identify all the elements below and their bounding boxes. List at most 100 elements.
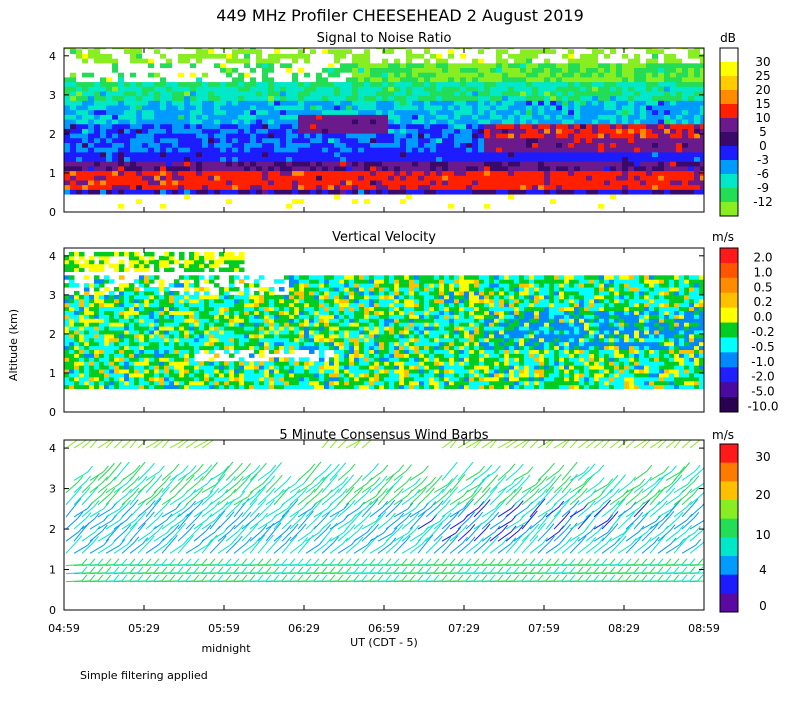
velocity-cell bbox=[139, 275, 145, 279]
snr-cell bbox=[514, 96, 521, 101]
velocity-cell bbox=[104, 330, 110, 334]
snr-cell bbox=[280, 189, 287, 194]
snr-cell bbox=[238, 119, 245, 124]
snr-cell bbox=[358, 49, 365, 54]
snr-cell bbox=[460, 119, 467, 124]
snr-cell bbox=[580, 72, 587, 77]
snr-cell bbox=[256, 142, 263, 147]
snr-cell bbox=[688, 105, 695, 110]
snr-cell bbox=[244, 110, 251, 115]
snr-cell bbox=[202, 161, 209, 166]
snr-cell bbox=[226, 58, 233, 63]
snr-cell bbox=[196, 171, 203, 176]
snr-cell bbox=[100, 185, 107, 190]
velocity-cell bbox=[114, 334, 120, 338]
snr-cell bbox=[298, 86, 305, 91]
snr-cell bbox=[574, 105, 581, 110]
velocity-cell bbox=[109, 279, 115, 283]
snr-cell bbox=[154, 105, 161, 110]
snr-cell bbox=[340, 175, 347, 180]
snr-cell bbox=[496, 58, 503, 63]
snr-cell bbox=[346, 53, 353, 58]
snr-cell bbox=[376, 194, 383, 199]
snr-cell bbox=[682, 147, 689, 152]
snr-cell bbox=[352, 138, 359, 143]
snr-cell bbox=[502, 189, 509, 194]
velocity-cell bbox=[244, 291, 250, 295]
snr-cell bbox=[478, 142, 485, 147]
snr-cell bbox=[640, 68, 647, 73]
velocity-cell bbox=[184, 279, 190, 283]
velocity-cell bbox=[74, 338, 80, 342]
velocity-cell bbox=[229, 283, 235, 287]
snr-cell bbox=[64, 77, 71, 82]
velocity-cell bbox=[199, 342, 205, 346]
snr-cell bbox=[388, 114, 395, 119]
velocity-cell bbox=[199, 377, 205, 381]
snr-cell bbox=[388, 105, 395, 110]
snr-cell bbox=[196, 119, 203, 124]
velocity-cell bbox=[159, 385, 165, 389]
snr-cell bbox=[412, 138, 419, 143]
snr-cell bbox=[442, 194, 449, 199]
velocity-cell bbox=[174, 314, 180, 318]
snr-cell bbox=[682, 58, 689, 63]
snr-cell bbox=[562, 185, 569, 190]
velocity-cell bbox=[194, 385, 200, 389]
velocity-cell bbox=[189, 353, 195, 357]
snr-cell bbox=[82, 147, 89, 152]
snr-cell bbox=[280, 124, 287, 129]
snr-cell bbox=[292, 114, 299, 119]
snr-cell bbox=[670, 44, 677, 49]
snr-cell bbox=[64, 194, 71, 199]
snr-cell bbox=[292, 142, 299, 147]
snr-cell bbox=[112, 49, 119, 54]
snr-cell bbox=[244, 185, 251, 190]
snr-cell bbox=[382, 72, 389, 77]
snr-cell bbox=[130, 138, 137, 143]
snr-cell bbox=[328, 199, 335, 204]
snr-cell bbox=[538, 199, 545, 204]
snr-cell bbox=[112, 166, 119, 171]
snr-cell bbox=[580, 171, 587, 176]
snr-cell bbox=[232, 147, 239, 152]
snr-cell bbox=[412, 157, 419, 162]
velocity-cell bbox=[84, 283, 90, 287]
snr-cell bbox=[628, 194, 635, 199]
snr-cell bbox=[88, 100, 95, 105]
snr-cell bbox=[502, 157, 509, 162]
snr-cell bbox=[616, 82, 623, 87]
snr-cell bbox=[280, 53, 287, 58]
snr-cell bbox=[574, 110, 581, 115]
snr-cell bbox=[88, 203, 95, 208]
velocity-cell bbox=[124, 330, 130, 334]
velocity-cell bbox=[279, 365, 285, 369]
snr-cell bbox=[88, 199, 95, 204]
snr-cell bbox=[214, 82, 221, 87]
snr-cell bbox=[454, 166, 461, 171]
velocity-cell bbox=[179, 295, 185, 299]
snr-cell bbox=[112, 100, 119, 105]
velocity-cell bbox=[79, 318, 85, 322]
snr-cell bbox=[190, 166, 197, 171]
velocity-cell bbox=[89, 283, 95, 287]
snr-cell bbox=[274, 199, 281, 204]
snr-cell bbox=[208, 100, 215, 105]
snr-cell bbox=[88, 133, 95, 138]
snr-cell bbox=[118, 189, 125, 194]
snr-cell bbox=[592, 77, 599, 82]
snr-cell bbox=[226, 194, 233, 199]
snr-cell bbox=[226, 114, 233, 119]
velocity-cell bbox=[224, 330, 230, 334]
velocity-cell bbox=[99, 279, 105, 283]
snr-cell bbox=[700, 152, 707, 157]
snr-cell bbox=[232, 189, 239, 194]
snr-cell bbox=[616, 138, 623, 143]
snr-cell bbox=[430, 124, 437, 129]
snr-cell bbox=[544, 91, 551, 96]
snr-cell bbox=[100, 86, 107, 91]
velocity-cell bbox=[254, 361, 260, 365]
snr-cell bbox=[100, 105, 107, 110]
snr-cell bbox=[598, 124, 605, 129]
velocity-cell bbox=[129, 283, 135, 287]
